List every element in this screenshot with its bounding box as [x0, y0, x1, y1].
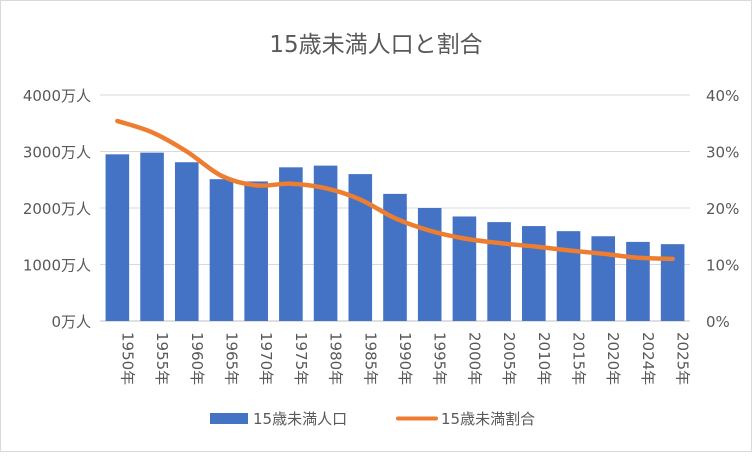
- right-axis-tick-label: 10%: [706, 257, 739, 275]
- x-axis-tick-label: 1985年: [361, 332, 379, 385]
- chart-title: 15歳未満人口と割合: [269, 32, 482, 58]
- x-axis-tick-label: 1950年: [118, 332, 136, 385]
- bar: [383, 193, 407, 321]
- legend-line-label: 15歳未満割合: [441, 410, 535, 428]
- left-axis-tick-label: 4000万人: [23, 87, 91, 105]
- bar: [209, 179, 234, 321]
- x-axis-tick-label: 1980年: [327, 332, 345, 385]
- series-line: [115, 118, 675, 262]
- bar: [417, 208, 442, 321]
- bar: [244, 181, 268, 321]
- bar: [279, 167, 303, 321]
- x-axis-tick-label: 1955年: [153, 332, 171, 385]
- left-axis-tick-label: 0万人: [51, 313, 91, 331]
- x-axis-tick-label: 1995年: [431, 332, 449, 385]
- x-axis-tick-label: 2005年: [500, 332, 518, 385]
- bar: [348, 174, 373, 321]
- right-axis-tick-label: 0%: [706, 313, 730, 331]
- x-axis-tick-label: 1960年: [188, 332, 206, 385]
- x-axis-tick-label: 2015年: [570, 332, 588, 385]
- right-axis: 0% 10% 20% 30% 40%: [706, 87, 739, 331]
- x-axis-tick-label: 2020年: [604, 332, 622, 385]
- right-axis-tick-label: 20%: [706, 200, 739, 218]
- right-axis-tick-label: 40%: [706, 87, 739, 105]
- bar: [313, 165, 338, 321]
- bar: [140, 152, 164, 321]
- bar: [660, 244, 685, 321]
- x-axis-tick-label: 1975年: [292, 332, 310, 385]
- line-layer: [115, 118, 675, 262]
- legend: 15歳未満人口 15歳未満割合: [210, 410, 535, 428]
- x-axis: 1950年 1955年 1960年 1965年 1970年 1975年 1980年 1985年…: [118, 332, 691, 385]
- bar: [487, 222, 511, 321]
- x-axis-tick-label: 1965年: [222, 332, 240, 385]
- legend-bar-label: 15歳未満人口: [253, 410, 347, 428]
- legend-bar-swatch: [210, 413, 248, 424]
- bars-layer: [105, 152, 685, 321]
- bar: [174, 162, 199, 321]
- bar: [522, 226, 546, 321]
- bar: [105, 154, 130, 321]
- x-axis-tick-label: 2010年: [535, 332, 553, 385]
- x-axis-tick-label: 2000年: [465, 332, 483, 385]
- x-axis-tick-label: 2024年: [639, 332, 657, 385]
- right-axis-tick-label: 30%: [706, 144, 739, 162]
- left-axis-tick-label: 3000万人: [23, 144, 91, 162]
- x-axis-tick-label: 1990年: [396, 332, 414, 385]
- bar: [626, 241, 650, 321]
- left-axis-tick-label: 2000万人: [23, 200, 91, 218]
- bar: [591, 236, 616, 321]
- left-axis-tick-label: 1000万人: [23, 257, 91, 275]
- bar: [452, 216, 477, 321]
- x-axis-tick-label: 1970年: [257, 332, 275, 385]
- bar: [556, 231, 581, 321]
- left-axis: 0万人 1000万人 2000万人 3000万人 4000万人: [23, 87, 91, 331]
- x-axis-tick-label: 2025年: [674, 332, 692, 385]
